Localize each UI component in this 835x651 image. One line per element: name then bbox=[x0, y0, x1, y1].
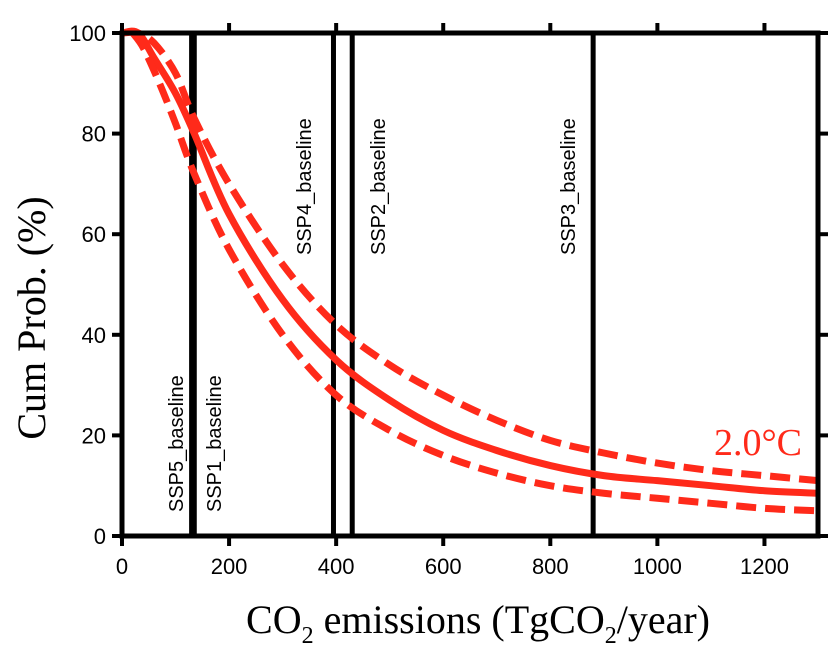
y-tick-label: 100 bbox=[69, 21, 106, 46]
y-tick-label: 40 bbox=[82, 323, 106, 348]
y-tick-label: 20 bbox=[82, 423, 106, 448]
y-tick-label: 60 bbox=[82, 222, 106, 247]
x-axis-label-part: CO bbox=[246, 597, 302, 642]
scenario-label: SSP5_baseline bbox=[166, 375, 188, 512]
scenario-label: SSP2_baseline bbox=[368, 118, 390, 255]
y-tick-label: 80 bbox=[82, 122, 106, 147]
x-tick-label: 1200 bbox=[740, 554, 789, 579]
series-layer bbox=[121, 27, 819, 515]
uncertainty-bound-line bbox=[129, 30, 819, 515]
x-tick-label: 400 bbox=[318, 554, 355, 579]
scenario-label: SSP4_baseline bbox=[294, 118, 316, 255]
x-axis-label-part: /year) bbox=[617, 597, 710, 642]
scenario-label: SSP3_baseline bbox=[558, 118, 580, 255]
scenario-label: SSP1_baseline bbox=[204, 375, 226, 512]
temperature-annotation: 2.0°C bbox=[714, 422, 802, 464]
x-axis-label-subscript: 2 bbox=[302, 623, 314, 649]
plot-frame bbox=[119, 30, 821, 539]
uncertainty-bound-line bbox=[121, 28, 819, 485]
ticks-layer: 0 200 400 600 800 1000 1200 0 20 40 60 80 100 bbox=[69, 21, 828, 579]
x-axis-label: CO2 emissions (TgCO2/year) bbox=[246, 597, 710, 649]
x-tick-label: 800 bbox=[532, 554, 569, 579]
central-estimate-line bbox=[121, 27, 819, 497]
y-axis-label: Cum Prob. (%) bbox=[9, 196, 54, 439]
x-tick-label: 200 bbox=[211, 554, 248, 579]
x-axis-label-part: emissions (TgCO bbox=[314, 597, 605, 642]
x-tick-label: 0 bbox=[116, 554, 128, 579]
x-axis-label-subscript: 2 bbox=[605, 623, 617, 649]
y-tick-label: 0 bbox=[94, 524, 106, 549]
x-tick-label: 1000 bbox=[633, 554, 682, 579]
x-tick-label: 600 bbox=[425, 554, 462, 579]
